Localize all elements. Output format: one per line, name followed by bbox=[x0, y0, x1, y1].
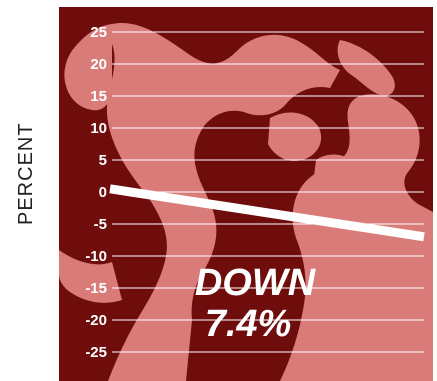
y-tick-labels: 25 20 15 10 5 0 -5 -10 -15 -20 -25 bbox=[85, 24, 107, 361]
y-tick-10: -25 bbox=[85, 344, 107, 361]
background-illustration bbox=[59, 23, 433, 381]
annotation-down: DOWN bbox=[195, 262, 317, 304]
y-tick-3: 10 bbox=[90, 120, 107, 137]
series-line bbox=[109, 184, 425, 242]
y-tick-7: -10 bbox=[85, 248, 107, 265]
y-tick-4: 5 bbox=[99, 152, 107, 169]
y-tick-8: -15 bbox=[85, 280, 107, 297]
y-tick-6: -5 bbox=[94, 216, 107, 233]
y-tick-1: 20 bbox=[90, 56, 107, 73]
y-tick-0: 25 bbox=[90, 24, 107, 41]
y-tick-9: -20 bbox=[85, 312, 107, 329]
annotation-percent: 7.4% bbox=[205, 303, 292, 345]
y-tick-5: 0 bbox=[99, 184, 107, 201]
gridlines bbox=[112, 31, 424, 353]
y-tick-2: 15 bbox=[90, 88, 107, 105]
